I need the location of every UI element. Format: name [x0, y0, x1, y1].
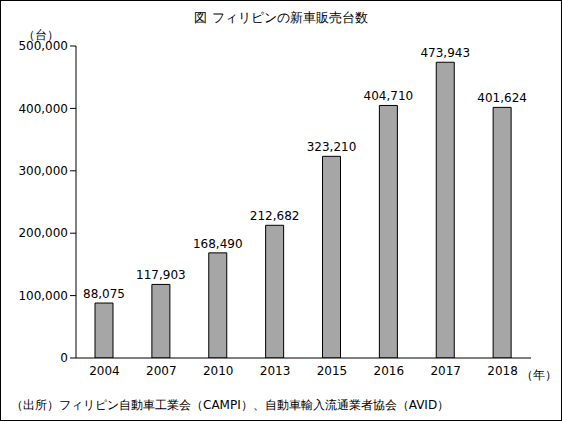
svg-text:200,000: 200,000 — [18, 226, 68, 240]
html-text:（台）: （台） — [23, 28, 59, 42]
svg-text:2007: 2007 — [146, 364, 177, 378]
svg-text:212,682: 212,682 — [250, 209, 300, 223]
svg-text:2017: 2017 — [430, 364, 461, 378]
svg-text:100,000: 100,000 — [18, 289, 68, 303]
svg-text:404,710: 404,710 — [364, 89, 414, 103]
svg-text:88,075: 88,075 — [83, 287, 125, 301]
svg-text:323,210: 323,210 — [307, 140, 357, 154]
svg-text:2010: 2010 — [203, 364, 234, 378]
svg-text:401,624: 401,624 — [477, 91, 527, 105]
html-text:（年）: （年） — [521, 368, 557, 382]
html-text:（出所）フィリピン自動車工業会（CAMPI）、自動車輸入流通: （出所）フィリピン自動車工業会（CAMPI）、自動車輸入流通業者協会（AVID） — [11, 398, 450, 412]
svg-text:473,943: 473,943 — [420, 46, 470, 60]
svg-text:0: 0 — [60, 351, 68, 365]
svg-text:500,000: 500,000 — [18, 39, 68, 53]
svg-text:117,903: 117,903 — [136, 268, 186, 282]
svg-text:2013: 2013 — [260, 364, 291, 378]
html-text:図 フィリピンの新車販売台数: 図 フィリピンの新車販売台数 — [194, 10, 368, 25]
svg-text:2016: 2016 — [374, 364, 405, 378]
svg-text:2018: 2018 — [487, 364, 518, 378]
svg-text:400,000: 400,000 — [18, 102, 68, 116]
svg-text:2004: 2004 — [89, 364, 120, 378]
svg-text:2015: 2015 — [317, 364, 348, 378]
svg-text:300,000: 300,000 — [18, 164, 68, 178]
svg-text:168,490: 168,490 — [193, 237, 243, 251]
